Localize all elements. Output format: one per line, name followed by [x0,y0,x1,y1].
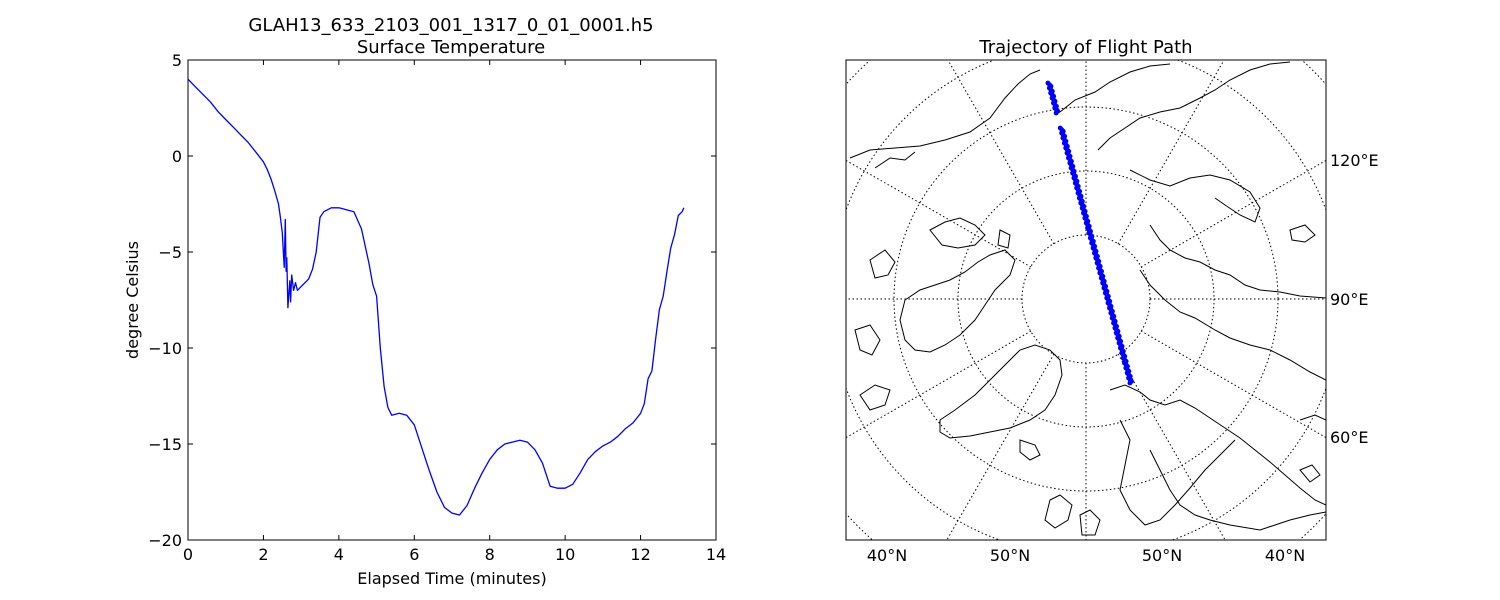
track-point [1053,110,1059,116]
x-tick-label: 14 [706,545,726,564]
meridian-label: 120°E [1330,151,1379,170]
x-tick-label: 6 [409,545,419,564]
y-tick-label: −10 [148,339,182,358]
trajectory-map: Trajectory of Flight Path [845,37,1379,565]
parallel-label: 40°N [867,546,907,565]
x-axis-label: Elapsed Time (minutes) [357,569,546,588]
map-meridian-labels: 120°E 90°E 60°E [1330,151,1379,447]
parallel-label: 40°N [1265,546,1305,565]
y-tick-label: −15 [148,435,182,454]
x-tick-label: 2 [258,545,268,564]
map-title: Trajectory of Flight Path [978,37,1192,58]
right-map-frame [845,59,1327,541]
parallel-label: 50°N [1142,546,1182,565]
flight-track [1045,80,1134,386]
x-tick-label: 4 [334,545,344,564]
x-tick-label: 10 [555,545,575,564]
y-tick-label: 5 [172,51,182,70]
temperature-chart: GLAH13_633_2103_001_1317_0_01_0001.h5 Su… [123,15,726,588]
temperature-series-line [187,78,685,516]
chart-subtitle: Surface Temperature [357,37,545,58]
map-parallel-labels: 40°N 50°N 50°N 40°N [867,546,1305,565]
y-tick-label: 0 [172,147,182,166]
y-axis-label: degree Celsius [123,241,142,359]
x-tick-label: 8 [485,545,495,564]
parallel-label: 50°N [990,546,1030,565]
y-tick-label: −20 [148,531,182,550]
track-point [1127,380,1133,386]
left-plot-frame [187,59,717,541]
x-tick-label: 0 [183,545,193,564]
y-tick-label: −5 [158,243,182,262]
chart-title: GLAH13_633_2103_001_1317_0_01_0001.h5 [248,15,653,36]
meridian-label: 60°E [1330,428,1368,447]
x-tick-label: 12 [630,545,650,564]
map-coastlines [849,61,1326,536]
meridian-label: 90°E [1330,290,1368,309]
